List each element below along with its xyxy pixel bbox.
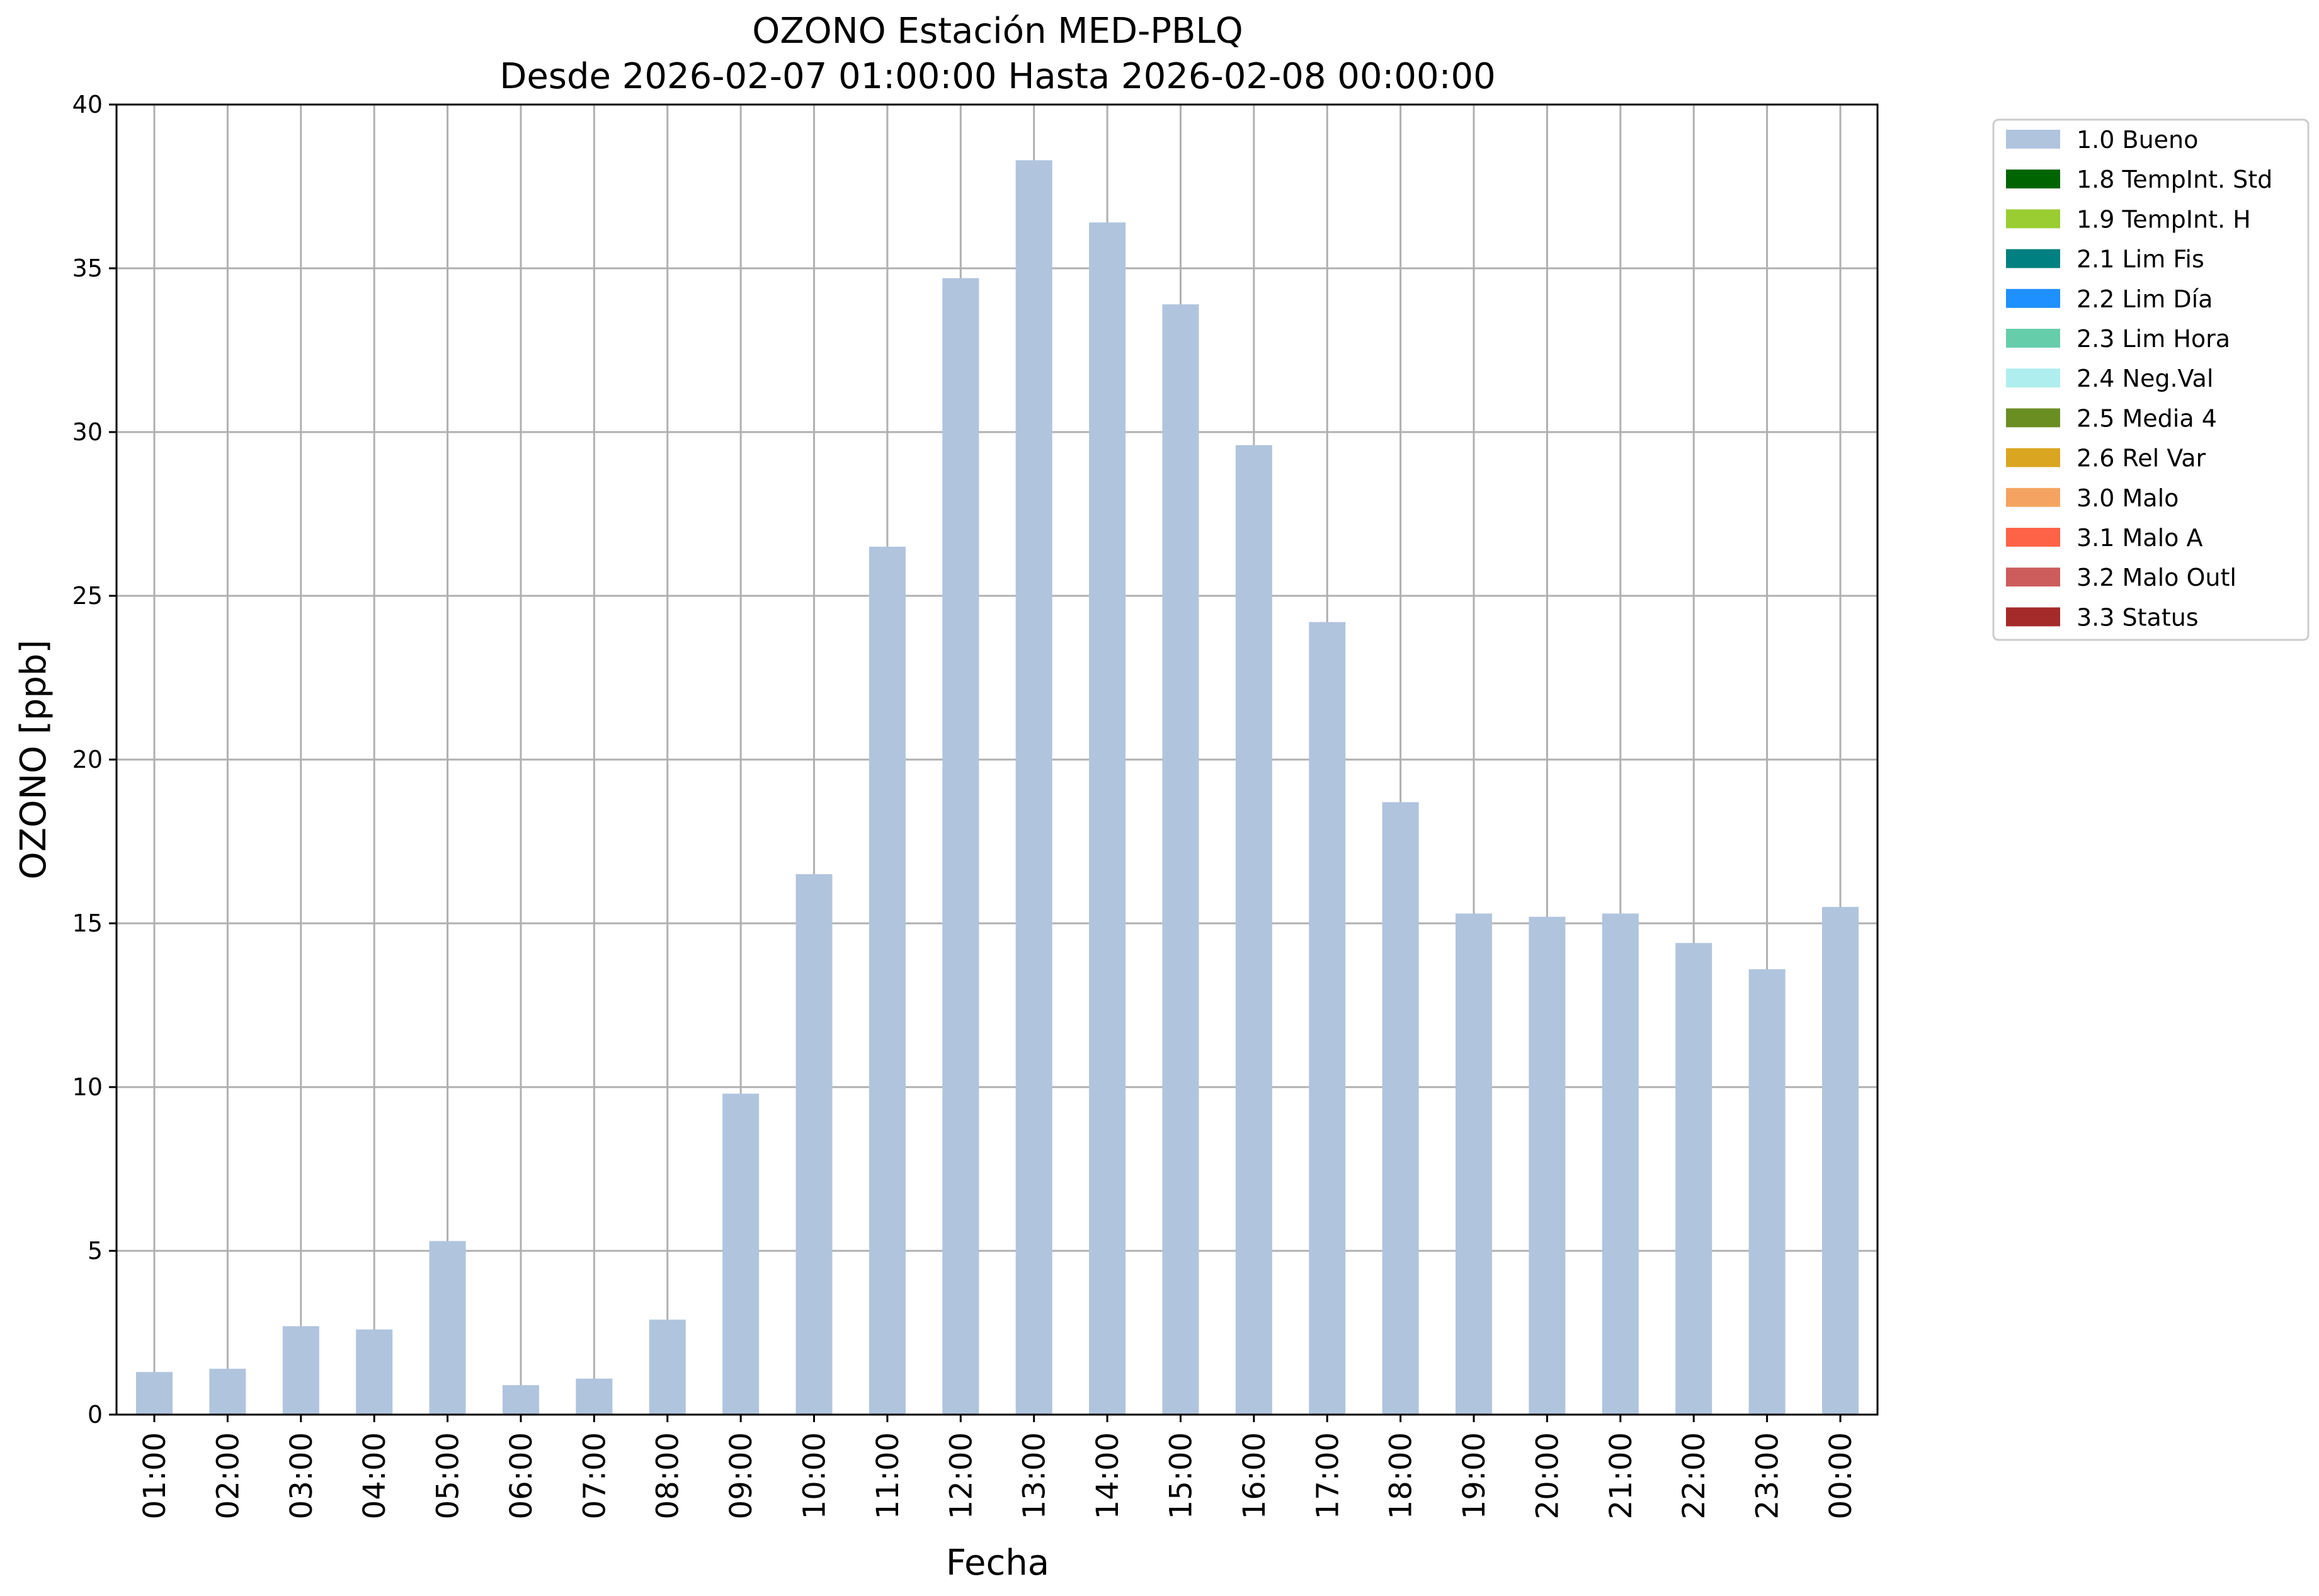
legend-frame (1992, 118, 2310, 641)
y-tick-label: 40 (72, 91, 103, 118)
bar (1748, 969, 1786, 1415)
legend-item-label: 3.1 Malo A (2077, 524, 2202, 552)
bar (869, 547, 906, 1415)
x-tick-label: 10:00 (797, 1432, 833, 1519)
legend-item-label: 2.1 Lim Fis (2077, 246, 2204, 273)
x-tick-label: 13:00 (1017, 1432, 1052, 1519)
legend-swatch (2006, 249, 2060, 268)
legend-swatch (2006, 448, 2060, 467)
y-tick-label: 0 (88, 1401, 103, 1428)
chart-title: OZONO Estación MED-PBLQ (752, 11, 1243, 52)
x-axis-label: Fecha (946, 1542, 1049, 1583)
legend-item-label: 2.3 Lim Hora (2077, 325, 2230, 353)
y-tick-label: 25 (72, 582, 103, 610)
x-axis: 01:00 02:00 03:00 04:00 05:00 06:00 07:00 08:00… (137, 1415, 1859, 1519)
y-tick-label: 10 (72, 1073, 103, 1101)
x-tick-label: 07:00 (577, 1432, 612, 1519)
bar (942, 278, 979, 1415)
x-tick-label: 05:00 (431, 1432, 466, 1519)
bar (576, 1378, 613, 1415)
legend-item-label: 1.0 Bueno (2077, 126, 2198, 154)
y-axis: 0 5 10 15 20 25 30 35 40 (72, 91, 117, 1428)
bar (1382, 802, 1419, 1415)
x-tick-label: 14:00 (1090, 1432, 1125, 1519)
legend-item-label: 2.5 Media 4 (2077, 404, 2217, 432)
x-tick-label: 03:00 (284, 1432, 319, 1519)
x-tick-label: 01:00 (137, 1432, 173, 1519)
x-tick-label: 17:00 (1310, 1432, 1345, 1519)
legend-swatch (2006, 408, 2060, 428)
x-tick-label: 21:00 (1604, 1432, 1639, 1519)
legend-item-label: 2.4 Neg.Val (2077, 365, 2213, 392)
bar (209, 1369, 246, 1415)
y-tick-label: 15 (72, 909, 103, 937)
bar-series (136, 160, 1859, 1415)
bar (1162, 304, 1199, 1415)
legend-swatch (2006, 130, 2060, 149)
bar (1309, 622, 1346, 1415)
y-tick-label: 5 (88, 1237, 103, 1265)
x-tick-label: 04:00 (357, 1432, 392, 1519)
x-tick-label: 11:00 (870, 1432, 906, 1519)
legend-swatch (2006, 329, 2060, 348)
bar (429, 1241, 466, 1415)
bar (649, 1320, 686, 1415)
chart-subtitle: Desde 2026-02-07 01:00:00 Hasta 2026-02-… (499, 56, 1496, 97)
y-tick-label: 30 (72, 418, 103, 446)
y-tick-label: 35 (72, 254, 103, 282)
y-tick-label: 20 (72, 746, 103, 773)
bar (1529, 916, 1566, 1415)
legend-item-label: 3.0 Malo (2077, 484, 2179, 512)
legend-swatch (2006, 528, 2060, 547)
legend-swatch (2006, 288, 2060, 308)
bar (502, 1385, 539, 1415)
x-tick-label: 00:00 (1823, 1432, 1859, 1519)
legend-item-label: 2.6 Rel Var (2077, 445, 2206, 472)
legend-swatch (2006, 487, 2060, 507)
legend-item-label: 3.3 Status (2077, 603, 2199, 631)
bar (1235, 445, 1272, 1415)
y-axis-label: OZONO [ppb] (13, 640, 54, 880)
x-tick-label: 12:00 (943, 1432, 979, 1519)
bar (136, 1372, 173, 1415)
bar (282, 1326, 319, 1415)
bar (795, 874, 833, 1415)
legend-item-label: 2.2 Lim Día (2077, 285, 2213, 313)
legend-item-label: 3.2 Malo Outl (2077, 564, 2236, 591)
bar (1456, 913, 1493, 1415)
legend-swatch (2006, 607, 2060, 627)
legend-item-label: 1.9 TempInt. H (2077, 205, 2251, 233)
bar (1602, 913, 1639, 1415)
legend-swatch (2006, 169, 2060, 189)
bar (1822, 907, 1859, 1415)
x-tick-label: 09:00 (724, 1432, 759, 1519)
x-tick-label: 20:00 (1530, 1432, 1565, 1519)
bar (1015, 160, 1052, 1415)
legend-item-label: 1.8 TempInt. Std (2077, 166, 2272, 193)
x-tick-label: 23:00 (1750, 1432, 1786, 1519)
bar (1089, 222, 1126, 1415)
bar (722, 1093, 760, 1415)
x-tick-label: 19:00 (1457, 1432, 1492, 1519)
legend-swatch (2006, 209, 2060, 229)
x-tick-label: 02:00 (210, 1432, 246, 1519)
legend-swatch (2006, 368, 2060, 388)
bar (356, 1329, 393, 1415)
x-tick-label: 18:00 (1384, 1432, 1419, 1519)
legend-swatch (2006, 567, 2060, 587)
legend: 1.0 Bueno 1.8 TempInt. Std 1.9 TempInt. H 2… (1992, 118, 2310, 641)
x-tick-label: 22:00 (1677, 1432, 1712, 1519)
x-tick-label: 08:00 (651, 1432, 686, 1519)
x-tick-label: 16:00 (1237, 1432, 1272, 1519)
x-tick-label: 06:00 (504, 1432, 539, 1519)
bar (1675, 943, 1712, 1415)
x-tick-label: 15:00 (1163, 1432, 1199, 1519)
